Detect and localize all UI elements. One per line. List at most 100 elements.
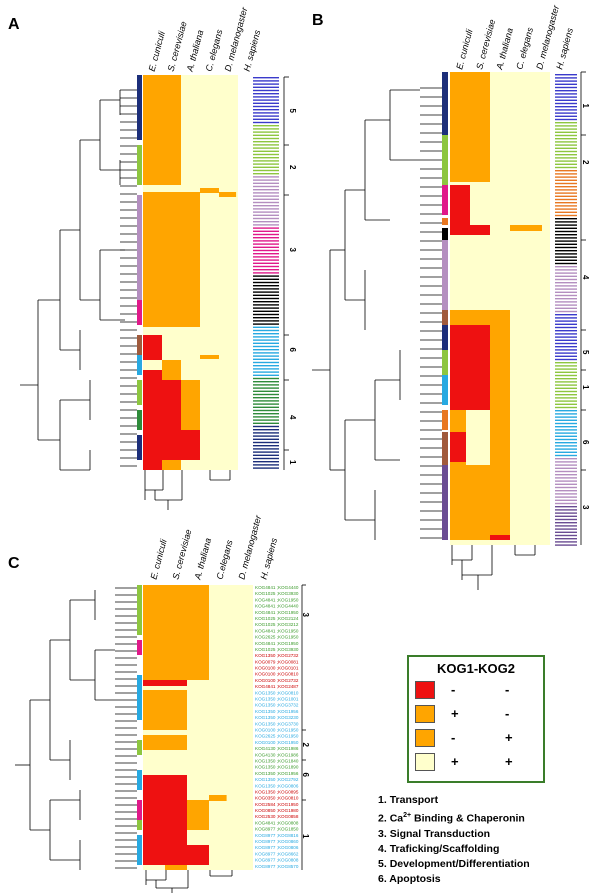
panel-a-row-label — [253, 457, 279, 460]
panel-b-row-label — [555, 304, 577, 306]
category-1: 1. Transport — [378, 794, 439, 806]
panel-b-row-label — [555, 387, 577, 389]
panel-a-row-label — [253, 281, 279, 284]
panel-b-row-label — [555, 406, 577, 409]
panel-a-row-label — [253, 160, 279, 162]
panel-a-block — [162, 360, 181, 380]
panel-b-row-label — [555, 125, 577, 127]
panel-a-cluster-label: 3 — [288, 248, 297, 253]
panel-a-group-bar — [137, 435, 142, 460]
panel-a-row-label — [253, 272, 279, 274]
panel-b-row-label — [555, 525, 577, 527]
panel-a-row-label — [253, 377, 279, 380]
panel-a-row-label — [253, 403, 279, 405]
panel-b-row-label — [555, 320, 577, 322]
panel-a-row-label — [253, 339, 279, 341]
panel-a-row-label — [253, 153, 279, 156]
panel-a-row-label — [253, 125, 279, 127]
panel-b-block — [466, 410, 490, 465]
panel-a-row-label — [253, 265, 279, 268]
panel-b-row-label — [555, 509, 577, 511]
panel-b-row-label — [555, 490, 577, 492]
panel-b-row-label — [555, 250, 577, 252]
panel-a-row-label — [253, 262, 279, 264]
panel-b-row-label — [555, 128, 577, 130]
panel-a-row-label — [253, 297, 279, 300]
panel-c-row-label: KOG8977 ;KOG8816 — [255, 833, 299, 838]
panel-a-row-label — [253, 240, 279, 242]
panel-a-block — [143, 192, 200, 327]
panel-a-row-label — [253, 195, 279, 197]
panel-b-row-label — [555, 301, 577, 303]
panel-a-row-label — [253, 352, 279, 354]
panel-b-row-label — [555, 90, 577, 92]
panel-b-row-label — [555, 333, 577, 335]
category-3: 3. Signal Transduction — [378, 827, 491, 840]
panel-b-row-label — [555, 182, 577, 185]
panel-b-cluster-label: 1 — [581, 104, 590, 109]
panel-c-row-label: KOG1025 ;KOG3212 — [255, 622, 299, 627]
panel-b-row-label — [555, 454, 577, 457]
panel-b-group-bar — [442, 72, 448, 135]
panel-a-row-label — [253, 201, 279, 204]
panel-a-row-label — [253, 451, 279, 453]
panel-c-row-label: KOG1350 ;KOG1956 — [255, 771, 299, 776]
panel-c-row-label: KOG1350 ;KOG0810 — [255, 690, 299, 695]
panel-b-row-label — [555, 243, 577, 245]
panel-a-row-label — [253, 361, 279, 364]
panel-a-block — [162, 380, 181, 470]
panel-a-row-label — [253, 121, 279, 124]
panel-b-row-label — [555, 410, 577, 412]
panel-a-block — [143, 370, 162, 470]
panel-b-species-3: C. elegans — [514, 26, 535, 71]
panel-c-species-5: H. sapiens — [258, 536, 279, 580]
panel-b-row-label — [555, 355, 577, 357]
panel-c-species-2: A. thaliana — [192, 537, 213, 582]
panel-b-row-label — [555, 198, 577, 201]
panel-c-group-bar — [137, 740, 142, 755]
panel-b-row-label — [555, 522, 577, 524]
panel-a-row-label — [253, 269, 279, 271]
panel-c-row-label: KOG2625 ;KOG1950 — [255, 734, 299, 739]
panel-b-row-label — [555, 80, 577, 82]
panel-a-row-label — [253, 381, 279, 383]
panel-a-row-label — [253, 134, 279, 136]
panel-c-cluster-label: 3 — [301, 613, 310, 618]
panel-b-row-label — [555, 109, 577, 111]
panel-a-species-5: H. sapiens — [242, 28, 263, 72]
panel-b-row-label — [555, 282, 577, 284]
panel-b-row-label — [555, 259, 577, 261]
legend-kog1-sign: - — [451, 730, 456, 745]
panel-c-block — [143, 735, 187, 750]
panel-c-cluster-label: 1 — [301, 834, 310, 839]
panel-a-block — [181, 380, 200, 430]
panel-a-group-bar — [137, 355, 142, 375]
panel-a-row-label — [253, 342, 279, 344]
panel-b-row-label — [555, 346, 577, 348]
panel-a-row-label — [253, 365, 279, 367]
panel-a-row-label — [253, 467, 279, 469]
panel-a-group-bar — [137, 410, 142, 430]
panel-a-row-label — [253, 185, 279, 188]
legend-row: -- — [415, 681, 535, 703]
panel-b-row-label — [555, 234, 577, 236]
panel-b-row-label — [555, 272, 577, 274]
panel-a-row-label — [253, 432, 279, 434]
panel-b-row-label — [555, 141, 577, 143]
panel-a-row-label — [253, 205, 279, 207]
category-5: 5. Development/Differentiation — [378, 857, 530, 870]
legend-row: + - — [415, 705, 535, 727]
panel-b-row-label — [555, 451, 577, 453]
panel-b-row-label — [555, 483, 577, 485]
panel-a-row-label — [253, 448, 279, 450]
panel-b-row-label — [555, 192, 577, 194]
panel-b-row-label — [555, 512, 577, 514]
panel-c-cluster-label: 2 — [301, 743, 310, 748]
panel-b-block — [470, 345, 490, 385]
panel-b-row-label — [555, 435, 577, 437]
panel-a-row-label — [253, 329, 279, 332]
panel-b-row-label — [555, 157, 577, 159]
panel-b-group-bar — [442, 375, 448, 405]
panel-b-group-bar — [442, 325, 448, 350]
